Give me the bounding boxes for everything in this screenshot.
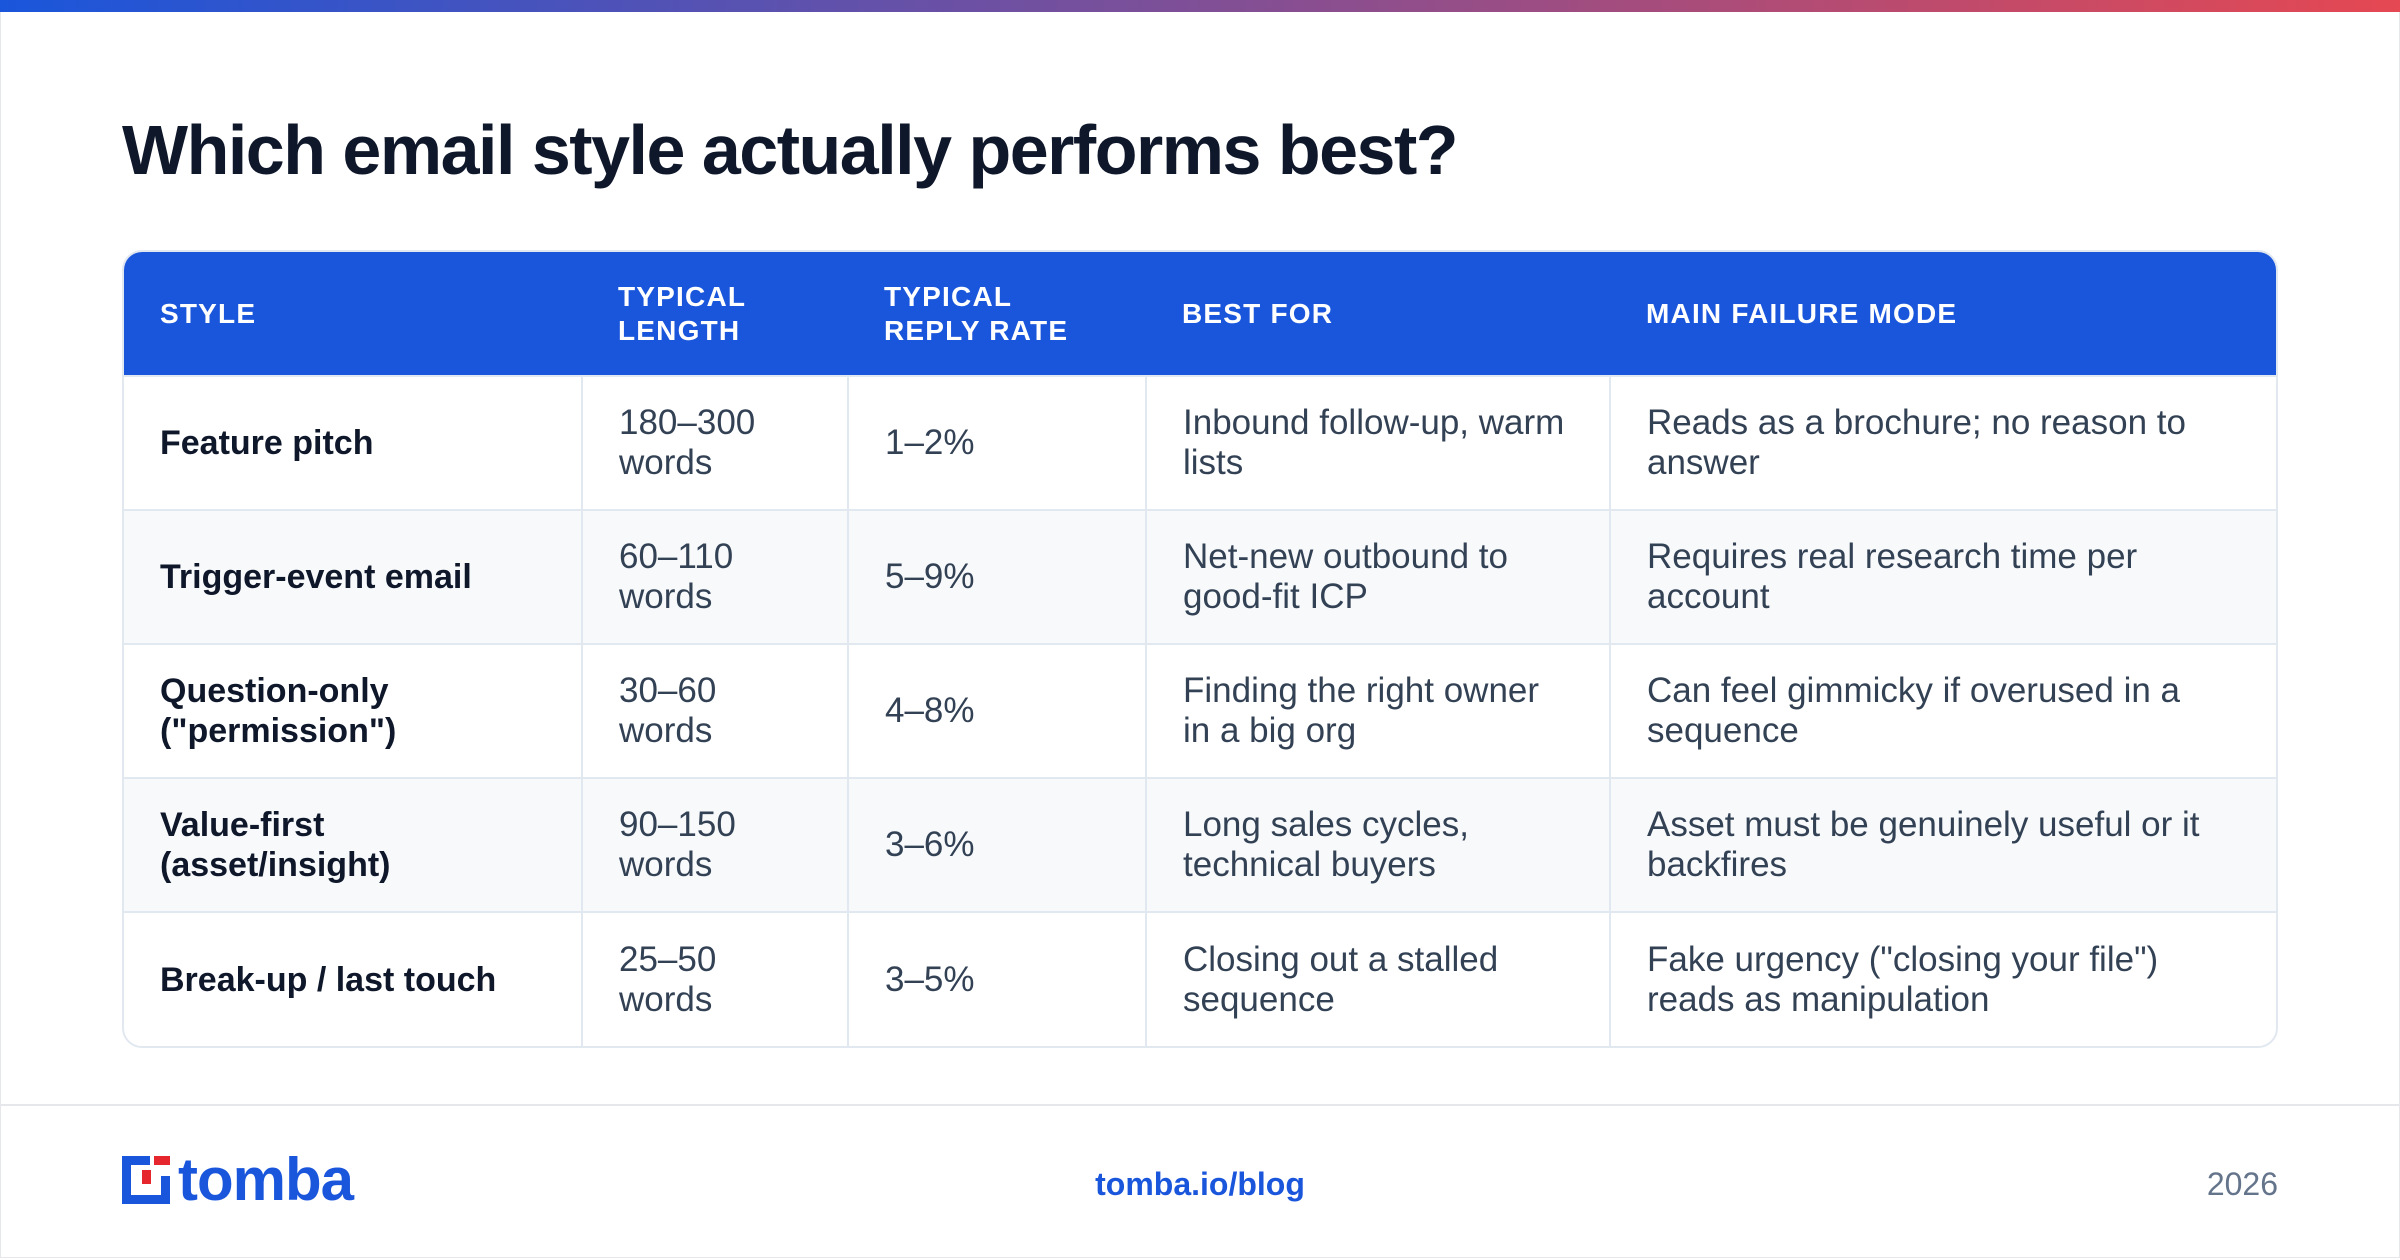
reply-rate-cell: 5–9%: [847, 509, 1146, 644]
best-for-cell: Long sales cycles, technical buyers: [1145, 777, 1610, 912]
style-cell: Value-first (asset/insight): [124, 777, 582, 912]
failure-mode-cell: Reads as a brochure; no reason to answer: [1609, 375, 2276, 510]
best-for-cell: Closing out a stalled sequence: [1145, 911, 1610, 1046]
failure-mode-cell: Requires real research time per account: [1609, 509, 2276, 644]
length-cell: 90–150 words: [581, 777, 848, 912]
footer-divider: [0, 1104, 2400, 1106]
style-cell: Trigger-event email: [124, 509, 582, 644]
tomba-logo-mark-icon: [122, 1156, 170, 1204]
blog-link[interactable]: tomba.io/blog: [1095, 1166, 1305, 1202]
best-for-cell: Inbound follow-up, warm lists: [1145, 375, 1610, 510]
header-best-for: BEST FOR: [1182, 297, 1334, 329]
header-main-failure-mode: MAIN FAILURE MODE: [1646, 297, 1958, 329]
header-typical-length: TYPICAL LENGTH: [618, 280, 746, 346]
table-header-row: STYLE TYPICAL LENGTH TYPICAL REPLY RATE …: [124, 252, 2276, 376]
style-cell: Break-up / last touch: [124, 911, 582, 1046]
best-for-cell: Net-new outbound to good-fit ICP: [1145, 509, 1610, 644]
failure-mode-cell: Fake urgency ("closing your file") reads…: [1609, 911, 2276, 1046]
tomba-logo: tomba: [122, 1146, 354, 1213]
table-row: Trigger-event email 60–110 words 5–9% Ne…: [124, 509, 2276, 644]
length-cell: 60–110 words: [581, 509, 848, 644]
reply-rate-cell: 4–8%: [847, 643, 1146, 778]
length-cell: 30–60 words: [581, 643, 848, 778]
logo-wordmark: tomba: [178, 1146, 354, 1213]
failure-mode-cell: Can feel gimmicky if overused in a seque…: [1609, 643, 2276, 778]
failure-mode-cell: Asset must be genuinely useful or it bac…: [1609, 777, 2276, 912]
best-for-cell: Finding the right owner in a big org: [1145, 643, 1610, 778]
top-gradient-bar: [0, 0, 2400, 12]
style-cell: Feature pitch: [124, 375, 582, 510]
header-typical-reply-rate: TYPICAL REPLY RATE: [884, 280, 1069, 346]
reply-rate-cell: 3–6%: [847, 777, 1146, 912]
header-style: STYLE: [160, 297, 257, 329]
reply-rate-cell: 1–2%: [847, 375, 1146, 510]
length-cell: 180–300 words: [581, 375, 848, 510]
style-cell: Question-only ("permission"): [124, 643, 582, 778]
page-title: Which email style actually performs best…: [122, 111, 1459, 189]
table-row: Feature pitch 180–300 words 1–2% Inbound…: [124, 375, 2276, 510]
year-label: 2026: [2206, 1166, 2278, 1202]
table-row: Break-up / last touch 25–50 words 3–5% C…: [124, 911, 2276, 1046]
comparison-table: STYLE TYPICAL LENGTH TYPICAL REPLY RATE …: [122, 250, 2278, 1048]
length-cell: 25–50 words: [581, 911, 848, 1046]
reply-rate-cell: 3–5%: [847, 911, 1146, 1046]
table-row: Question-only ("permission") 30–60 words…: [124, 643, 2276, 778]
table-row: Value-first (asset/insight) 90–150 words…: [124, 777, 2276, 912]
